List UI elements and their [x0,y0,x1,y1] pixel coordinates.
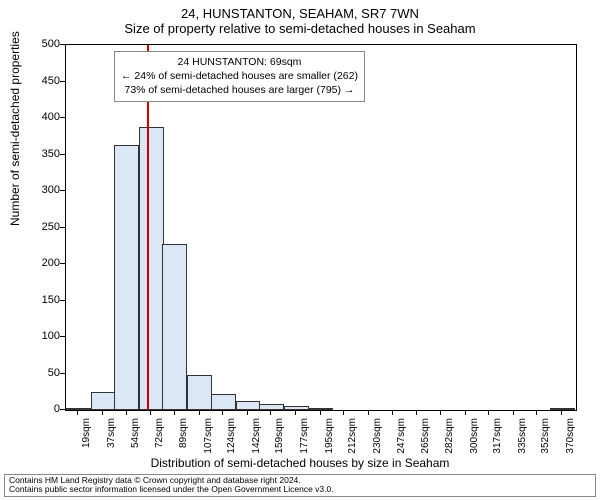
ytick-label: 400 [42,111,60,123]
ytick-mark [60,227,65,228]
ytick-mark [60,263,65,264]
xtick-label: 212sqm [347,418,358,454]
xtick-label: 352sqm [540,418,551,454]
histogram-bar [211,394,236,410]
xtick-label: 265sqm [420,418,431,454]
xtick-mark [440,410,441,415]
xtick-mark [150,410,151,415]
xtick-label: 124sqm [226,418,237,454]
xtick-label: 142sqm [251,418,262,454]
histogram-bar [139,127,164,410]
ytick-label: 300 [42,184,60,196]
xtick-mark [368,410,369,415]
histogram-bar [236,401,261,410]
xtick-mark [77,410,78,415]
x-axis-label: Distribution of semi-detached houses by … [0,456,600,470]
ytick-label: 350 [42,148,60,160]
xtick-mark [465,410,466,415]
xtick-label: 107sqm [203,418,214,454]
histogram-bar [187,375,212,410]
xtick-mark [392,410,393,415]
xtick-label: 335sqm [517,418,528,454]
xtick-label: 54sqm [130,418,141,448]
ytick-mark [60,117,65,118]
histogram-bar [91,392,116,410]
xtick-mark [199,410,200,415]
chart-container: 24, HUNSTANTON, SEAHAM, SR7 7WN Size of … [0,0,600,500]
xtick-label: 230sqm [372,418,383,454]
page-title-line1: 24, HUNSTANTON, SEAHAM, SR7 7WN [0,0,600,21]
xtick-mark [102,410,103,415]
ytick-mark [60,44,65,45]
xtick-label: 247sqm [396,418,407,454]
ytick-label: 100 [42,330,60,342]
xtick-mark [561,410,562,415]
ytick-label: 500 [42,38,60,50]
xtick-label: 195sqm [324,418,335,454]
xtick-label: 19sqm [81,418,92,448]
xtick-label: 72sqm [154,418,165,448]
xtick-mark [247,410,248,415]
y-axis-label: Number of semi-detached properties [8,31,22,226]
xtick-mark [174,410,175,415]
plot-area: 24 HUNSTANTON: 69sqm← 24% of semi-detach… [65,44,577,411]
infobox-line2: ← 24% of semi-detached houses are smalle… [121,69,358,83]
ytick-label: 50 [48,367,60,379]
xtick-mark [488,410,489,415]
ytick-mark [60,190,65,191]
ytick-mark [60,300,65,301]
xtick-mark [343,410,344,415]
xtick-mark [222,410,223,415]
xtick-label: 370sqm [565,418,576,454]
xtick-mark [270,410,271,415]
xtick-label: 89sqm [178,418,189,448]
xtick-label: 300sqm [469,418,480,454]
xtick-mark [126,410,127,415]
page-title-line2: Size of property relative to semi-detach… [0,21,600,36]
histogram-bar [114,145,139,410]
ytick-label: 200 [42,257,60,269]
xtick-mark [295,410,296,415]
xtick-label: 317sqm [492,418,503,454]
histogram-bar [66,408,91,410]
footer-line2: Contains public sector information licen… [9,485,591,494]
xtick-mark [536,410,537,415]
ytick-mark [60,373,65,374]
xtick-mark [320,410,321,415]
ytick-label: 250 [42,221,60,233]
ytick-label: 450 [42,75,60,87]
annotation-box: 24 HUNSTANTON: 69sqm← 24% of semi-detach… [114,51,365,102]
ytick-mark [60,81,65,82]
ytick-mark [60,154,65,155]
attribution-footer: Contains HM Land Registry data © Crown c… [4,474,596,497]
xtick-label: 159sqm [274,418,285,454]
infobox-line1: 24 HUNSTANTON: 69sqm [121,55,358,69]
ytick-mark [60,336,65,337]
xtick-label: 37sqm [106,418,117,448]
xtick-label: 282sqm [444,418,455,454]
xtick-label: 177sqm [299,418,310,454]
infobox-line3: 73% of semi-detached houses are larger (… [121,83,358,97]
xtick-mark [513,410,514,415]
xtick-mark [416,410,417,415]
histogram-bar [162,244,187,410]
ytick-mark [60,409,65,410]
ytick-label: 150 [42,294,60,306]
